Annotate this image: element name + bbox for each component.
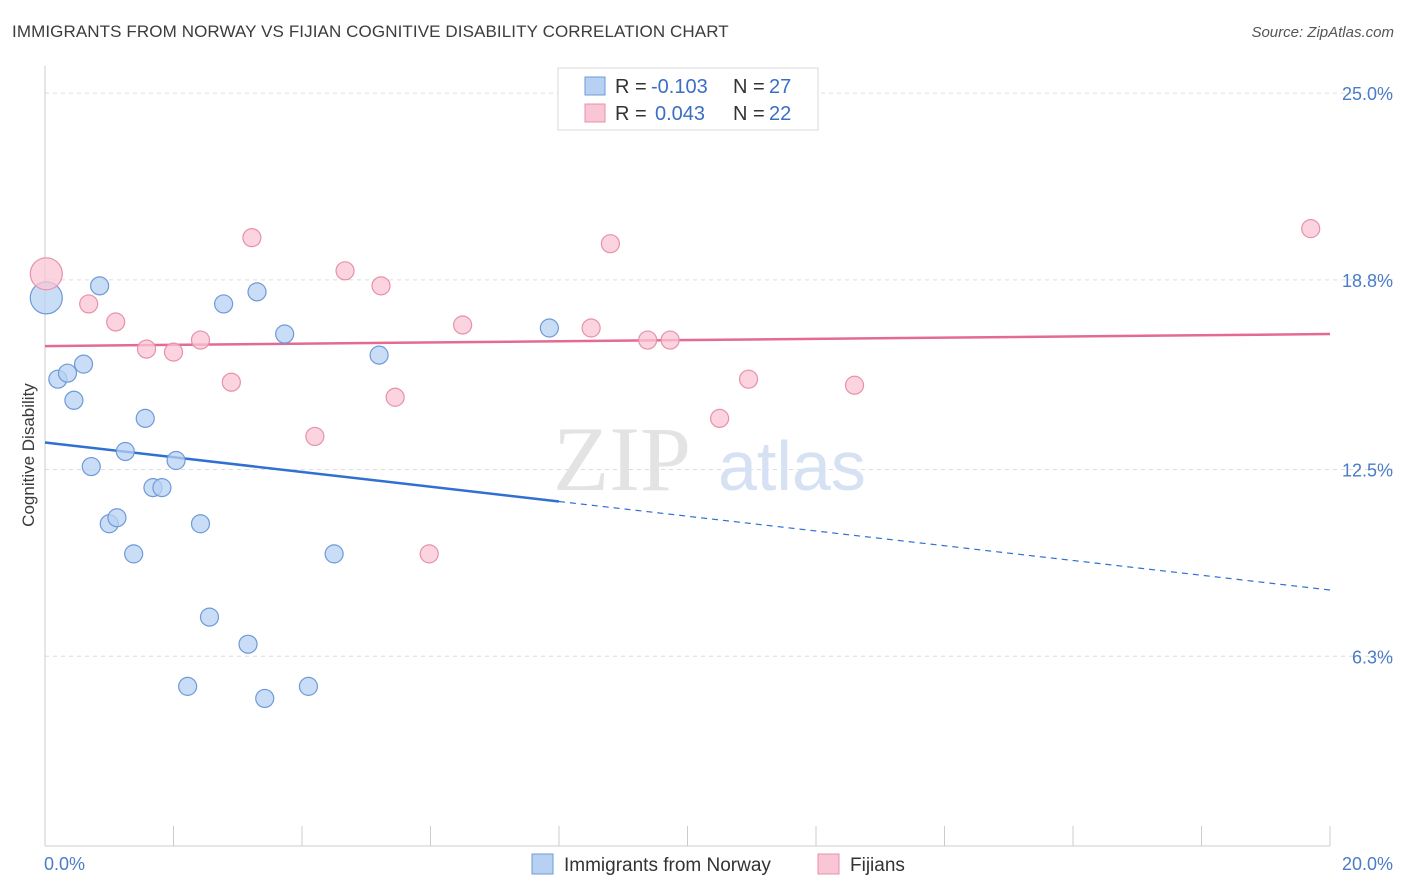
y-tick-label: 18.8% <box>1342 271 1393 291</box>
y-tick-label: 12.5% <box>1342 461 1393 481</box>
y-tick-label: 25.0% <box>1342 84 1393 104</box>
x-tick-labels: 0.0% 20.0% <box>44 854 1393 874</box>
legend-swatch-pink <box>584 103 606 123</box>
watermark: ZIP atlas <box>553 408 866 510</box>
source-label: Source: ZipAtlas.com <box>1251 24 1394 41</box>
norway-point <box>178 676 198 696</box>
fijian-point <box>106 312 126 332</box>
norway-point <box>298 676 319 696</box>
norway-point <box>81 456 101 477</box>
fijian-point <box>136 339 157 359</box>
data-points <box>29 219 1321 709</box>
fijian-point <box>335 261 355 281</box>
legend-n-label-1: N = <box>733 76 765 98</box>
y-tick-labels: 6.3% 12.5% 18.8% 25.0% <box>1342 84 1393 667</box>
x-tick-label: 0.0% <box>44 854 85 874</box>
norway-point <box>199 607 220 627</box>
fijian-point <box>638 330 658 350</box>
grid-lines <box>45 92 1393 657</box>
legend-r-label-2: R = <box>615 103 647 125</box>
watermark-zip: ZIP <box>553 408 691 510</box>
fijian-point <box>221 372 241 392</box>
fijian-point <box>163 342 184 362</box>
watermark-atlas: atlas <box>718 427 866 505</box>
axes <box>44 66 1331 847</box>
norway-point <box>539 318 559 338</box>
norway-point <box>115 441 135 462</box>
legend-n-label-2: N = <box>733 103 765 125</box>
fijian-point <box>710 408 730 428</box>
norway-point <box>135 408 155 428</box>
norway-point <box>73 354 94 374</box>
fijian-point <box>29 257 63 291</box>
norway-point <box>255 688 275 709</box>
norway-point <box>190 514 211 534</box>
fijian-point <box>1301 219 1321 239</box>
fijian-point <box>371 276 391 296</box>
legend-r-value-1: -0.103 <box>651 76 708 98</box>
norway-point <box>324 544 344 564</box>
norway-point <box>247 282 267 302</box>
fijian-point <box>600 234 621 254</box>
norway-point <box>238 634 258 654</box>
trend-line-dashed <box>558 500 1331 591</box>
legend-n-value-2: 22 <box>769 103 791 125</box>
fijian-point <box>385 387 405 407</box>
norway-point <box>214 294 234 314</box>
legend-r-value-2: 0.043 <box>655 103 705 125</box>
norway-point <box>64 390 84 410</box>
norway-point <box>369 345 389 365</box>
legend-swatch-blue <box>584 76 606 96</box>
legend-n-value-1: 27 <box>769 76 791 98</box>
bottom-legend-label-fijians: Fijians <box>850 855 905 876</box>
fijian-point <box>190 330 211 350</box>
norway-point <box>166 450 186 471</box>
bottom-legend-swatch-pink <box>817 853 840 875</box>
fijian-point <box>581 318 601 338</box>
fijian-point <box>79 294 99 314</box>
fijian-point <box>242 228 262 248</box>
fijian-point <box>738 369 759 389</box>
fijian-point <box>453 315 473 335</box>
y-axis-label: Cognitive Disability <box>19 383 38 527</box>
bottom-legend: Immigrants from Norway Fijians <box>531 853 905 876</box>
bottom-legend-swatch-blue <box>531 853 554 875</box>
norway-point <box>90 276 110 296</box>
norway-point <box>124 544 144 564</box>
fijian-point <box>305 426 325 447</box>
norway-point <box>275 324 295 344</box>
legend-r-label-1: R = <box>615 76 647 98</box>
fijian-point <box>844 375 865 395</box>
top-legend: R = -0.103 N = 27 R = 0.043 N = 22 <box>557 67 819 131</box>
bottom-legend-label-norway: Immigrants from Norway <box>564 855 771 876</box>
fijian-point <box>419 544 439 564</box>
trend-line-solid <box>44 332 1331 348</box>
norway-point <box>152 478 172 498</box>
x-tick-label: 20.0% <box>1342 854 1393 874</box>
fijian-point <box>660 330 680 350</box>
norway-point <box>107 508 127 528</box>
chart-title: IMMIGRANTS FROM NORWAY VS FIJIAN COGNITI… <box>12 22 729 41</box>
norway-point <box>57 363 78 383</box>
y-tick-label: 6.3% <box>1352 647 1393 667</box>
